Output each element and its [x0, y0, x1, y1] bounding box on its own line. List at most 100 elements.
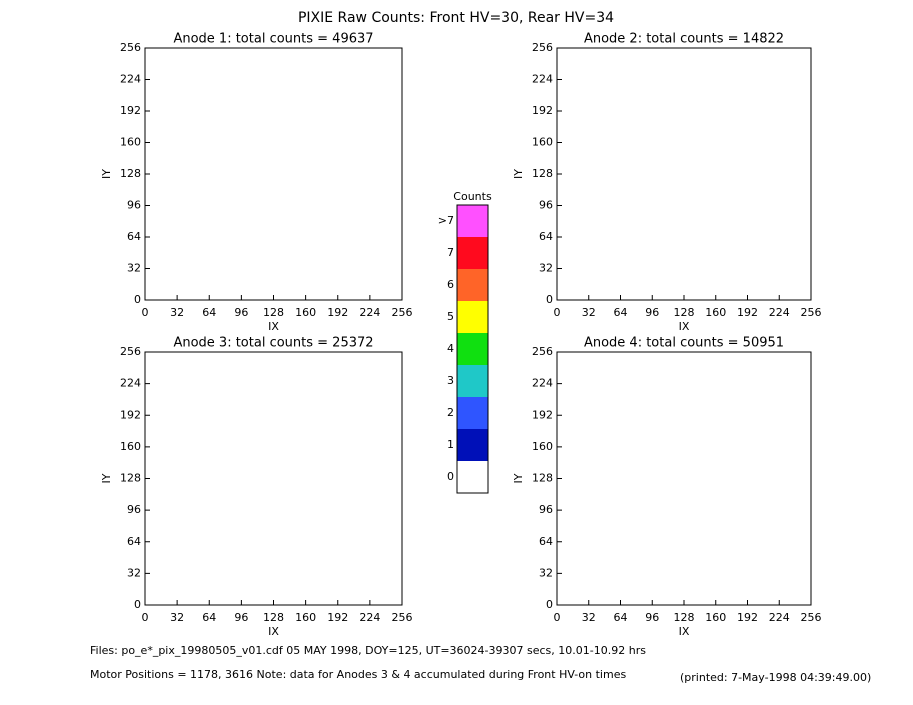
x-tick-label: 160: [295, 611, 316, 624]
colorbar-swatch: [457, 237, 488, 269]
footer-printed: (printed: 7-May-1998 04:39:49.00): [680, 671, 871, 684]
y-tick-label: 224: [532, 377, 553, 390]
colorbar-label: 6: [447, 278, 454, 291]
x-tick-label: 128: [674, 306, 695, 319]
x-tick-label: 64: [614, 306, 628, 319]
x-tick-label: 256: [392, 611, 413, 624]
y-tick-label: 192: [532, 104, 553, 117]
x-tick-label: 0: [554, 611, 561, 624]
y-tick-label: 160: [120, 440, 141, 453]
x-tick-label: 32: [582, 611, 596, 624]
plot-frame: [144, 47, 403, 301]
colorbar-swatch: [457, 365, 488, 397]
y-tick-label: 128: [120, 167, 141, 180]
x-tick-label: 32: [170, 306, 184, 319]
y-tick-label: 128: [120, 472, 141, 485]
x-tick-label: 224: [769, 306, 790, 319]
y-tick-label: 32: [127, 262, 141, 275]
x-tick-label: 192: [327, 611, 348, 624]
colorbar-frame: [456, 204, 489, 494]
plot-frame: [556, 47, 812, 301]
colorbar-label: 3: [447, 374, 454, 387]
x-axis-label: IX: [679, 320, 690, 333]
y-tick-label: 160: [532, 136, 553, 149]
y-tick-label: 0: [134, 293, 141, 306]
y-tick-label: 160: [532, 440, 553, 453]
y-tick-label: 96: [539, 199, 553, 212]
y-tick-label: 192: [532, 408, 553, 421]
colorbar-label: 4: [447, 342, 454, 355]
y-tick-label: 256: [120, 41, 141, 54]
plot-frame: [144, 351, 403, 606]
x-tick-label: 192: [327, 306, 348, 319]
y-tick-label: 32: [127, 566, 141, 579]
colorbar-label: 0: [447, 470, 454, 483]
plot-frame: [556, 351, 812, 606]
x-tick-label: 0: [554, 306, 561, 319]
footer-motor: Motor Positions = 1178, 3616 Note: data …: [90, 668, 626, 681]
x-tick-label: 160: [705, 306, 726, 319]
y-tick-label: 0: [134, 598, 141, 611]
colorbar-swatch: [457, 397, 488, 429]
x-tick-label: 128: [263, 611, 284, 624]
x-tick-label: 128: [674, 611, 695, 624]
y-axis-label: IY: [100, 473, 113, 483]
y-tick-label: 96: [127, 503, 141, 516]
y-tick-label: 0: [546, 293, 553, 306]
colorbar-label: 7: [447, 246, 454, 259]
x-tick-label: 96: [234, 611, 248, 624]
x-tick-label: 192: [737, 306, 758, 319]
y-tick-label: 224: [532, 73, 553, 86]
y-tick-label: 0: [546, 598, 553, 611]
y-axis-label: IY: [100, 169, 113, 179]
plot-title: Anode 2: total counts = 14822: [584, 32, 784, 47]
x-tick-label: 224: [359, 611, 380, 624]
y-tick-label: 96: [539, 503, 553, 516]
x-tick-label: 192: [737, 611, 758, 624]
x-axis-label: IX: [679, 625, 690, 638]
y-tick-label: 224: [120, 73, 141, 86]
x-tick-label: 96: [645, 306, 659, 319]
y-tick-label: 64: [127, 230, 141, 243]
y-tick-label: 128: [532, 167, 553, 180]
x-tick-label: 160: [705, 611, 726, 624]
y-tick-label: 256: [532, 345, 553, 358]
x-tick-label: 224: [359, 306, 380, 319]
y-tick-label: 160: [120, 136, 141, 149]
y-tick-label: 32: [539, 262, 553, 275]
y-tick-label: 64: [539, 230, 553, 243]
y-tick-label: 192: [120, 408, 141, 421]
x-tick-label: 256: [801, 306, 822, 319]
x-tick-label: 256: [392, 306, 413, 319]
x-axis-label: IX: [268, 625, 279, 638]
colorbar-label: >7: [438, 214, 454, 227]
x-tick-label: 64: [614, 611, 628, 624]
x-tick-label: 96: [234, 306, 248, 319]
x-tick-label: 160: [295, 306, 316, 319]
x-tick-label: 32: [582, 306, 596, 319]
colorbar-label: 2: [447, 406, 454, 419]
x-tick-label: 128: [263, 306, 284, 319]
colorbar-label: 1: [447, 438, 454, 451]
plot-title: Anode 1: total counts = 49637: [173, 32, 373, 47]
footer-files: Files: po_e*_pix_19980505_v01.cdf 05 MAY…: [90, 644, 646, 657]
colorbar-swatch: [457, 429, 488, 461]
x-tick-label: 256: [801, 611, 822, 624]
y-tick-label: 224: [120, 377, 141, 390]
y-tick-label: 64: [127, 535, 141, 548]
x-tick-label: 0: [142, 611, 149, 624]
y-axis-label: IY: [512, 169, 525, 179]
x-tick-label: 224: [769, 611, 790, 624]
colorbar-swatch: [457, 269, 488, 301]
y-tick-label: 64: [539, 535, 553, 548]
colorbar-title: Counts: [453, 190, 492, 203]
colorbar-swatch: [457, 333, 488, 365]
colorbar-swatch: [457, 205, 488, 237]
colorbar-label: 5: [447, 310, 454, 323]
figure-title: PIXIE Raw Counts: Front HV=30, Rear HV=3…: [298, 10, 614, 26]
y-tick-label: 256: [120, 345, 141, 358]
y-tick-label: 128: [532, 472, 553, 485]
y-tick-label: 256: [532, 41, 553, 54]
x-axis-label: IX: [268, 320, 279, 333]
